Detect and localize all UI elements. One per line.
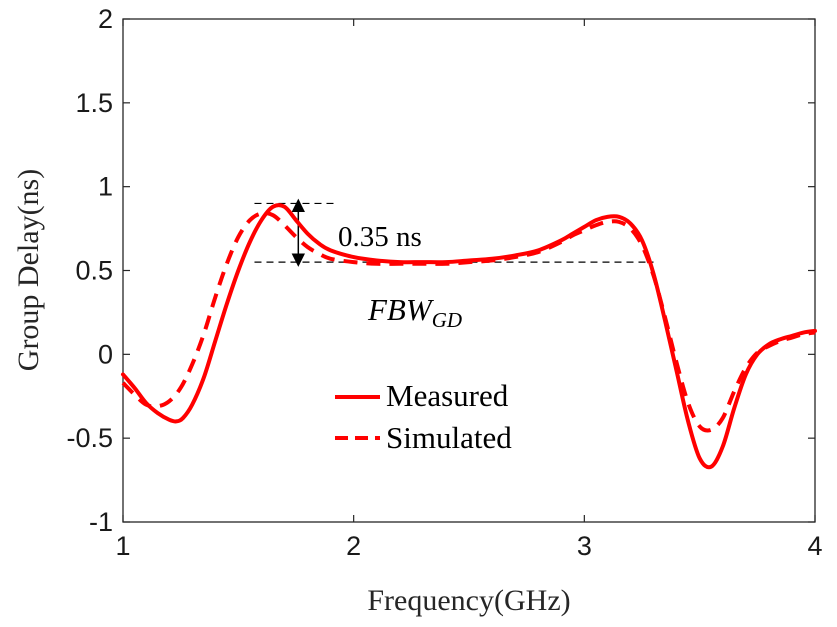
fbw-label: FBWGD <box>367 292 462 332</box>
series-line-simulated <box>121 211 816 433</box>
y-tick-label-0: -1 <box>89 507 113 537</box>
series-layer <box>121 203 817 470</box>
fbw-main-text: FBW <box>367 292 435 327</box>
y-tick-label-4: 1 <box>98 172 113 202</box>
x-tick-label-1: 2 <box>346 531 361 561</box>
x-tick-label-3: 4 <box>807 531 822 561</box>
x-axis-label: Frequency(GHz) <box>367 584 570 617</box>
series-line-measured <box>121 203 817 470</box>
axis-ticks <box>122 18 816 523</box>
x-tick-label-2: 3 <box>577 531 592 561</box>
fbw-subscript: GD <box>432 308 462 332</box>
legend-measured-label: Measured <box>386 378 509 413</box>
y-axis-label: Group Delay(ns) <box>12 169 45 371</box>
legend-simulated-label: Simulated <box>386 420 512 455</box>
x-tick-label-0: 1 <box>115 531 130 561</box>
y-tick-label-1: -0.5 <box>66 423 113 453</box>
y-tick-label-2: 0 <box>98 339 113 369</box>
legend: Measured Simulated <box>335 378 512 455</box>
y-tick-label-3: 0.5 <box>75 256 113 286</box>
y-tick-label-6: 2 <box>98 4 113 34</box>
axis-tick-labels: 1 2 3 4 -1 -0.5 0 0.5 1 1.5 2 <box>66 4 822 561</box>
y-tick-label-5: 1.5 <box>75 88 113 118</box>
delta-label: 0.35 ns <box>338 221 422 253</box>
delta-annotation <box>254 198 654 267</box>
